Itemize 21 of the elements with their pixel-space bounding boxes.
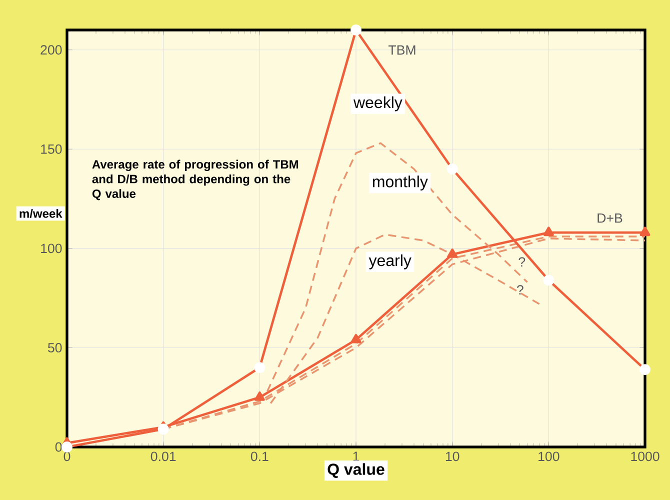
x-tick-label: 0.01	[150, 452, 176, 462]
annotation: ?	[516, 285, 524, 294]
annotation: weekly	[353, 96, 402, 112]
y-tick-label: 50	[48, 343, 62, 352]
text: Average rate of progression of TBM and D/B method depending on the Q value	[92, 160, 298, 200]
y-tick-label: 200	[40, 45, 62, 55]
x-tick-label: 1000	[631, 452, 660, 462]
y-axis-title: m/week	[20, 209, 62, 218]
x-tick-label: 100	[538, 452, 560, 462]
y-tick-label: 150	[41, 144, 62, 154]
x-axis-title: Q value	[328, 463, 384, 478]
x-tick-label: 10	[446, 452, 460, 462]
annotation: TBM	[388, 45, 416, 55]
x-tick-label: 0	[64, 452, 70, 462]
annotation: yearly	[368, 254, 412, 270]
y-tick-label: 100	[41, 244, 62, 254]
annotation: D+B	[598, 213, 622, 223]
annotation: ?	[518, 257, 526, 267]
y-tick-label: 0	[55, 442, 62, 452]
annotation: monthly	[372, 176, 428, 190]
x-tick-label: 0.1	[250, 452, 268, 462]
